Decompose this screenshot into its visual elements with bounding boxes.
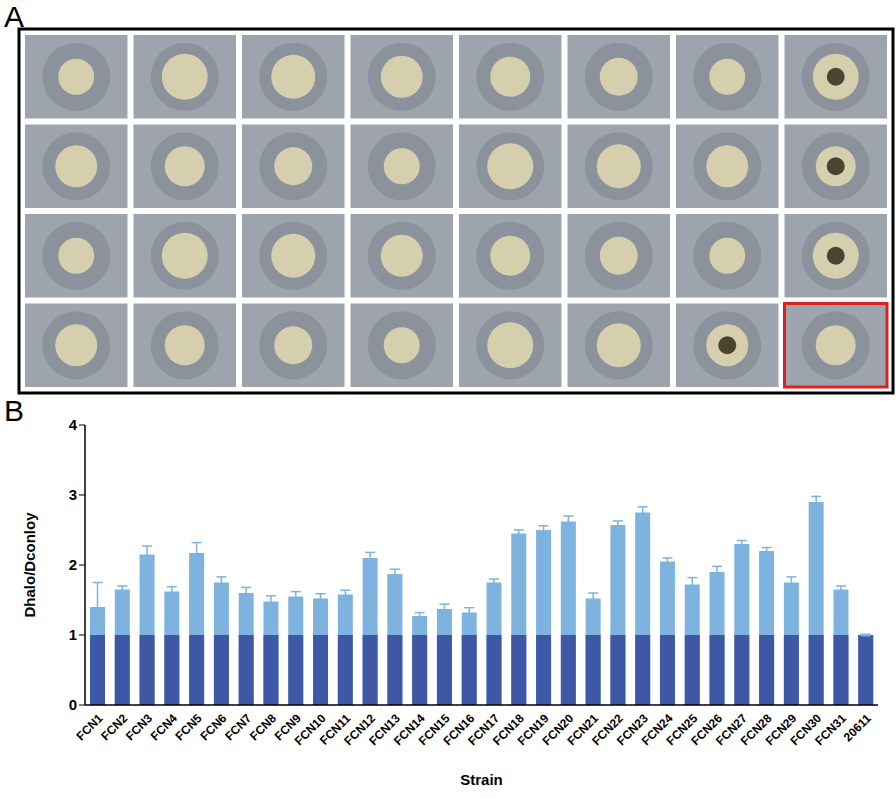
svg-text:FCN12: FCN12: [341, 711, 379, 748]
svg-text:FCN3: FCN3: [123, 711, 155, 743]
html-text:A: A: [4, 0, 24, 33]
svg-text:1: 1: [69, 626, 77, 643]
svg-text:FCN18: FCN18: [490, 711, 527, 748]
svg-text:FCN13: FCN13: [366, 711, 403, 748]
svg-text:FCN23: FCN23: [613, 711, 651, 748]
svg-text:FCN17: FCN17: [465, 711, 502, 748]
svg-text:FCN21: FCN21: [564, 711, 602, 748]
svg-text:2: 2: [69, 556, 77, 573]
svg-text:FCN31: FCN31: [812, 711, 849, 748]
svg-text:FCN19: FCN19: [514, 711, 552, 748]
svg-text:FCN6: FCN6: [197, 711, 229, 743]
html-text:B: B: [4, 394, 24, 427]
svg-text:FCN22: FCN22: [589, 711, 626, 748]
svg-text:FCN8: FCN8: [247, 711, 279, 743]
svg-text:FCN20: FCN20: [539, 711, 577, 748]
svg-text:FCN11: FCN11: [317, 711, 354, 748]
svg-text:FCN15: FCN15: [415, 711, 453, 748]
svg-text:FCN10: FCN10: [291, 711, 329, 748]
svg-text:FCN14: FCN14: [390, 711, 428, 748]
svg-text:FCN16: FCN16: [440, 711, 478, 748]
svg-text:FCN9: FCN9: [271, 711, 304, 744]
svg-text:FCN4: FCN4: [148, 711, 180, 743]
svg-text:FCN24: FCN24: [638, 711, 676, 748]
svg-text:FCN1: FCN1: [73, 711, 105, 743]
svg-text:FCN28: FCN28: [737, 711, 775, 748]
svg-text:Dhalo/Dconloy: Dhalo/Dconloy: [21, 512, 38, 618]
svg-text:FCN2: FCN2: [98, 711, 130, 743]
svg-text:FCN7: FCN7: [222, 711, 254, 743]
svg-text:4: 4: [69, 416, 78, 433]
svg-text:FCN26: FCN26: [688, 711, 726, 748]
svg-text:FCN5: FCN5: [173, 711, 205, 743]
svg-text:Strain: Strain: [460, 771, 503, 788]
svg-text:0: 0: [69, 696, 77, 713]
svg-text:FCN30: FCN30: [787, 711, 825, 748]
svg-text:20611: 20611: [841, 711, 874, 744]
svg-text:FCN27: FCN27: [713, 711, 750, 748]
svg-text:3: 3: [69, 486, 77, 503]
svg-text:FCN25: FCN25: [663, 711, 701, 748]
svg-text:FCN29: FCN29: [762, 711, 800, 748]
